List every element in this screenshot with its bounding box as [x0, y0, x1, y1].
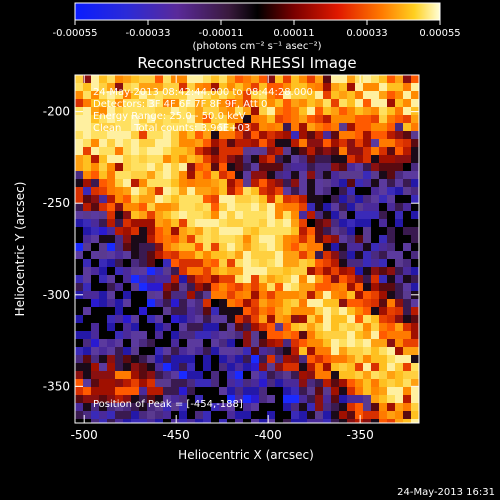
colorbar-tick-label: -0.00033 — [126, 28, 171, 39]
peak-position-label: Position of Peak = [-454,-188] — [93, 399, 243, 410]
y-tick-label: -200 — [43, 105, 70, 119]
x-tick-label: -400 — [255, 428, 282, 442]
plot-frame — [74, 74, 420, 424]
x-tick-label: -350 — [347, 428, 374, 442]
chart-title: Reconstructed RHESSI Image — [137, 54, 356, 72]
y-tick-label: -250 — [43, 196, 70, 210]
y-tick-label: -300 — [43, 288, 70, 302]
info-block: 24-May-2013 08:42:44.000 to 08:44:28.000… — [93, 87, 313, 134]
info-line-detectors: Detectors: 3F 4F 6F 7F 8F 9F, Att 0 — [93, 99, 267, 110]
heatmap-image — [75, 75, 419, 423]
info-line-energy: Energy Range: 25.0 - 50.0 keV — [93, 111, 246, 122]
colorbar-tick-label: 0.00055 — [419, 28, 460, 39]
x-axis-label: Heliocentric X (arcsec) — [178, 448, 314, 462]
colorbar-ticks: -0.00055 -0.00033 -0.00011 0.00011 0.00033 0.… — [53, 20, 461, 39]
y-tick-label: -350 — [43, 379, 70, 393]
y-axis-ticks: -200 -250 -300 -350 — [43, 105, 419, 393]
colorbar-tick-label: 0.00011 — [273, 28, 314, 39]
y-axis-label: Heliocentric Y (arcsec) — [13, 182, 27, 317]
colorbar — [74, 2, 441, 21]
colorbar-tick-label: 0.00033 — [346, 28, 387, 39]
x-tick-label: -500 — [71, 428, 98, 442]
x-axis-ticks: -500 -450 -400 -350 — [71, 75, 374, 442]
info-line-time: 24-May-2013 08:42:44.000 to 08:44:28.000 — [93, 87, 313, 98]
colorbar-unit-label: (photons cm⁻² s⁻¹ asec⁻²) — [192, 41, 321, 52]
colorbar-tick-label: -0.00055 — [53, 28, 98, 39]
info-line-counts: Clean Total counts: 3.96E+03 — [93, 123, 250, 134]
colorbar-tick-label: -0.00011 — [199, 28, 244, 39]
footer-timestamp: 24-May-2013 16:31 — [397, 487, 495, 498]
x-tick-label: -450 — [163, 428, 190, 442]
